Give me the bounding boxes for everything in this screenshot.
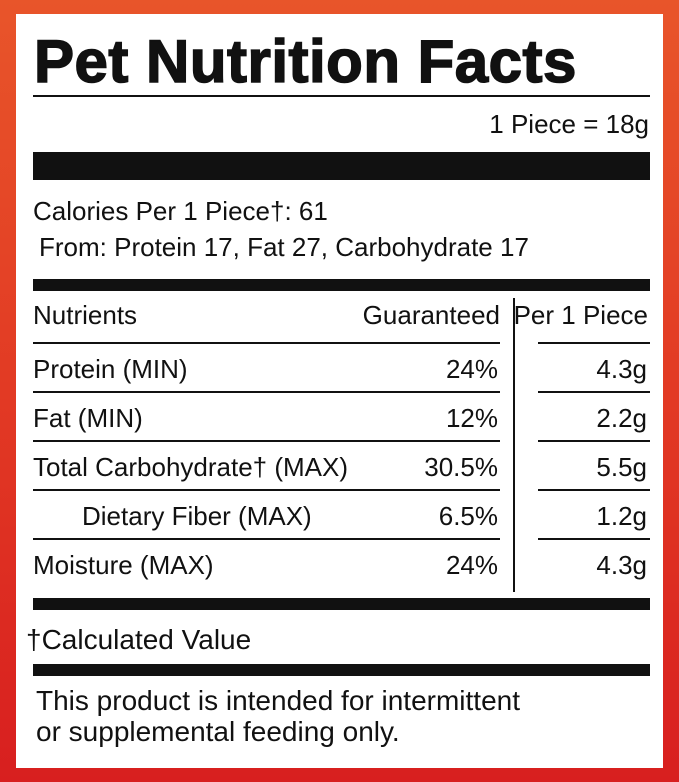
row-rule	[33, 489, 500, 491]
label-panel: Pet Nutrition Facts 1 Piece = 18g Calori…	[16, 14, 663, 768]
column-divider	[513, 298, 515, 592]
thick-bar	[33, 664, 650, 676]
per-piece-value: 4.3g	[596, 550, 647, 580]
per-piece-value: 4.3g	[596, 354, 647, 384]
nutrient-name: Moisture (MAX)	[33, 550, 214, 580]
thick-bar	[33, 152, 650, 180]
title: Pet Nutrition Facts	[33, 28, 577, 95]
guaranteed-value: 24%	[445, 354, 498, 384]
disclaimer-line: or supplemental feeding only.	[36, 716, 400, 747]
per-piece-value: 2.2g	[596, 403, 647, 433]
title-rule	[33, 95, 650, 97]
guaranteed-value: 6.5%	[438, 501, 498, 531]
calories: Calories Per 1 Piece†: 61	[33, 196, 328, 226]
disclaimer-line: This product is intended for intermitten…	[36, 685, 521, 716]
row-rule	[33, 342, 500, 344]
guaranteed-value: 12%	[445, 403, 498, 433]
row-rule	[538, 342, 650, 344]
row-rule	[33, 440, 500, 442]
column-header: Nutrients	[33, 300, 138, 330]
row-rule	[538, 440, 650, 442]
nutrient-name: Protein (MIN)	[33, 354, 188, 384]
nutrient-name: Dietary Fiber (MAX)	[82, 501, 312, 531]
row-rule	[538, 489, 650, 491]
guaranteed-value: 30.5%	[424, 452, 498, 482]
thick-bar	[33, 598, 650, 610]
row-rule	[33, 391, 500, 393]
column-header: Guaranteed	[362, 300, 500, 330]
nutrient-name: Fat (MIN)	[33, 403, 143, 433]
row-rule	[538, 391, 650, 393]
nutrient-name: Total Carbohydrate† (MAX)	[33, 452, 349, 482]
row-rule	[33, 538, 500, 540]
serving-size: 1 Piece = 18g	[489, 109, 649, 139]
guaranteed-value: 24%	[445, 550, 498, 580]
per-piece-value: 1.2g	[596, 501, 647, 531]
per-piece-value: 5.5g	[596, 452, 647, 482]
footnote: †Calculated Value	[26, 624, 252, 655]
row-rule	[538, 538, 650, 540]
calories-from: From: Protein 17, Fat 27, Carbohydrate 1…	[39, 232, 529, 262]
thick-bar	[33, 279, 650, 291]
column-header: Per 1 Piece	[513, 300, 648, 330]
